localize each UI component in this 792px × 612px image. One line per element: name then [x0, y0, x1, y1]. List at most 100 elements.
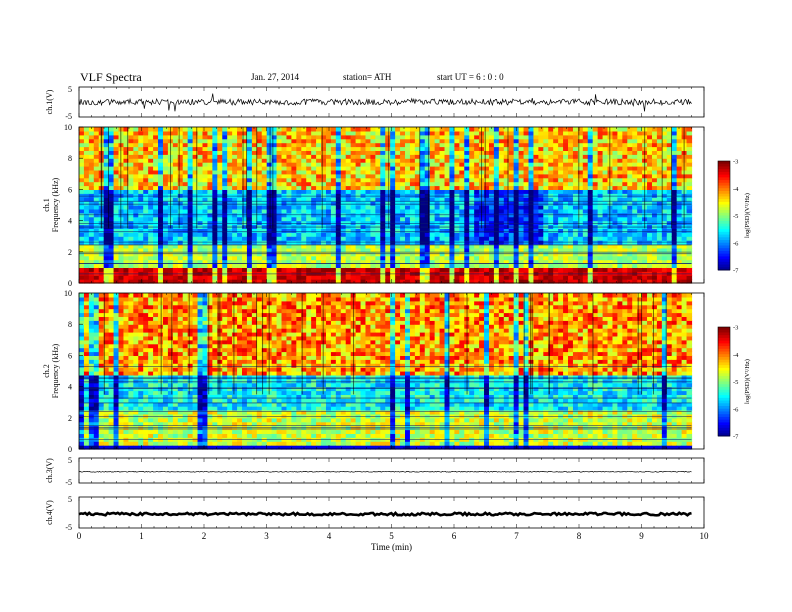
colorbar-step: [718, 245, 730, 249]
y-tick-label: 6: [68, 351, 72, 360]
colorbar-step: [718, 356, 730, 361]
x-tick-label: 0: [77, 531, 82, 541]
colorbar-tick-label: -4: [733, 352, 739, 359]
colorbar-tick-label: -6: [733, 240, 739, 247]
colorbar-step: [718, 359, 730, 363]
y-tick-label: -5: [65, 112, 72, 121]
station-label: station= ATH: [343, 72, 392, 82]
colorbar-step: [718, 340, 730, 344]
colorbar-step: [718, 400, 730, 404]
colorbar-step: [718, 242, 730, 246]
y-tick-label: 5: [68, 85, 72, 94]
colorbar-step: [718, 234, 730, 238]
colorbar-step: [718, 223, 730, 227]
colorbar-step: [718, 163, 730, 167]
colorbar-frame: [717, 160, 731, 271]
x-tick-label: 2: [202, 531, 207, 541]
x-tick-label: 8: [577, 531, 582, 541]
channel-label: ch.2: [42, 364, 51, 378]
spectrogram-image: [79, 293, 693, 450]
colorbar-step: [718, 174, 730, 178]
colorbar-step: [718, 204, 730, 208]
colorbar-step: [718, 427, 730, 432]
panel-5: 5 -5 ch.4(V): [45, 495, 705, 532]
y-tick-label: 0: [68, 279, 72, 288]
y-tick-label: 10: [64, 289, 72, 298]
colorbar-step: [718, 337, 730, 342]
colorbar-step: [718, 367, 730, 372]
colorbar-step: [718, 166, 730, 170]
colorbar-step: [718, 411, 730, 415]
colorbar-step: [718, 240, 730, 244]
colorbar-step: [718, 406, 730, 410]
colorbar-step: [718, 182, 730, 187]
colorbar-step: [718, 229, 730, 233]
x-tick-label: 10: [700, 531, 710, 541]
colorbar-step: [718, 408, 730, 412]
colorbar-tick-label: -3: [733, 159, 738, 166]
colorbar-step: [718, 332, 730, 336]
colorbar-step: [718, 365, 730, 369]
colorbar-step: [718, 231, 730, 236]
colorbar-step: [718, 354, 730, 358]
start-time-label: start UT = 6 : 0 : 0: [437, 72, 504, 82]
colorbar-step: [718, 212, 730, 217]
colorbar-step: [718, 425, 730, 429]
colorbar-step: [718, 199, 730, 203]
colorbar-step: [718, 196, 730, 200]
x-tick-label: 4: [327, 531, 332, 541]
colorbar-step: [718, 373, 730, 377]
colorbar-step: [718, 433, 730, 437]
colorbar-step: [718, 392, 730, 396]
colorbar-tick-label: -7: [733, 434, 739, 441]
colorbar-tick-label: -6: [733, 406, 739, 413]
colorbar-step: [718, 261, 730, 266]
colorbar-step: [718, 161, 730, 165]
colorbar-step: [718, 386, 730, 391]
x-tick-label: 1: [139, 531, 144, 541]
colorbar-step: [718, 343, 730, 347]
y-axis-label: ch.1(V): [45, 89, 54, 114]
y-tick-label: 5: [68, 456, 72, 465]
y-tick-label: 0: [68, 445, 72, 454]
colorbar-step: [718, 248, 730, 252]
colorbar-step: [718, 267, 730, 271]
x-tick-label: 3: [264, 531, 269, 541]
x-tick-label: 5: [389, 531, 394, 541]
colorbar-step: [718, 422, 730, 426]
colorbar-step: [718, 177, 730, 181]
colorbar-step: [718, 188, 730, 192]
y-tick-label: 4: [68, 217, 72, 226]
waveform-trace: [78, 470, 692, 473]
colorbar-step: [718, 253, 730, 257]
colorbar-step: [718, 220, 730, 225]
x-tick-label: 9: [639, 531, 644, 541]
channel-label: ch.1: [42, 198, 51, 212]
colorbar-step: [718, 430, 730, 434]
colorbar-frame: [717, 326, 731, 437]
colorbar-step: [718, 226, 730, 230]
colorbar-step: [718, 215, 730, 219]
panel-2: -3 -4 -5 -6 -7 log(PSD)(V²/Hz) 0 2 4 6 8 10 Frequenc…: [42, 123, 751, 288]
colorbar-step: [718, 346, 730, 350]
colorbar-step: [718, 397, 730, 402]
colorbar-step: [718, 218, 730, 222]
y-tick-label: 5: [68, 495, 72, 504]
y-tick-label: 2: [68, 248, 72, 257]
colorbar-step: [718, 376, 730, 380]
colorbar-step: [718, 395, 730, 399]
colorbar-step: [718, 250, 730, 255]
colorbar-tick-label: -5: [733, 379, 738, 386]
colorbar-step: [718, 370, 730, 374]
colorbar-step: [718, 190, 730, 195]
colorbar-step: [718, 378, 730, 382]
colorbar-label: log(PSD)(V²/Hz): [744, 359, 751, 404]
spectrogram-image: [79, 127, 693, 284]
waveform-trace: [78, 93, 692, 112]
colorbar-step: [718, 414, 730, 418]
colorbar-step: [718, 193, 730, 197]
y-axis-label: ch.3(V): [45, 458, 54, 483]
colorbar-step: [718, 329, 730, 333]
y-tick-label: 4: [68, 383, 72, 392]
colorbar-tick-label: -4: [733, 186, 739, 193]
